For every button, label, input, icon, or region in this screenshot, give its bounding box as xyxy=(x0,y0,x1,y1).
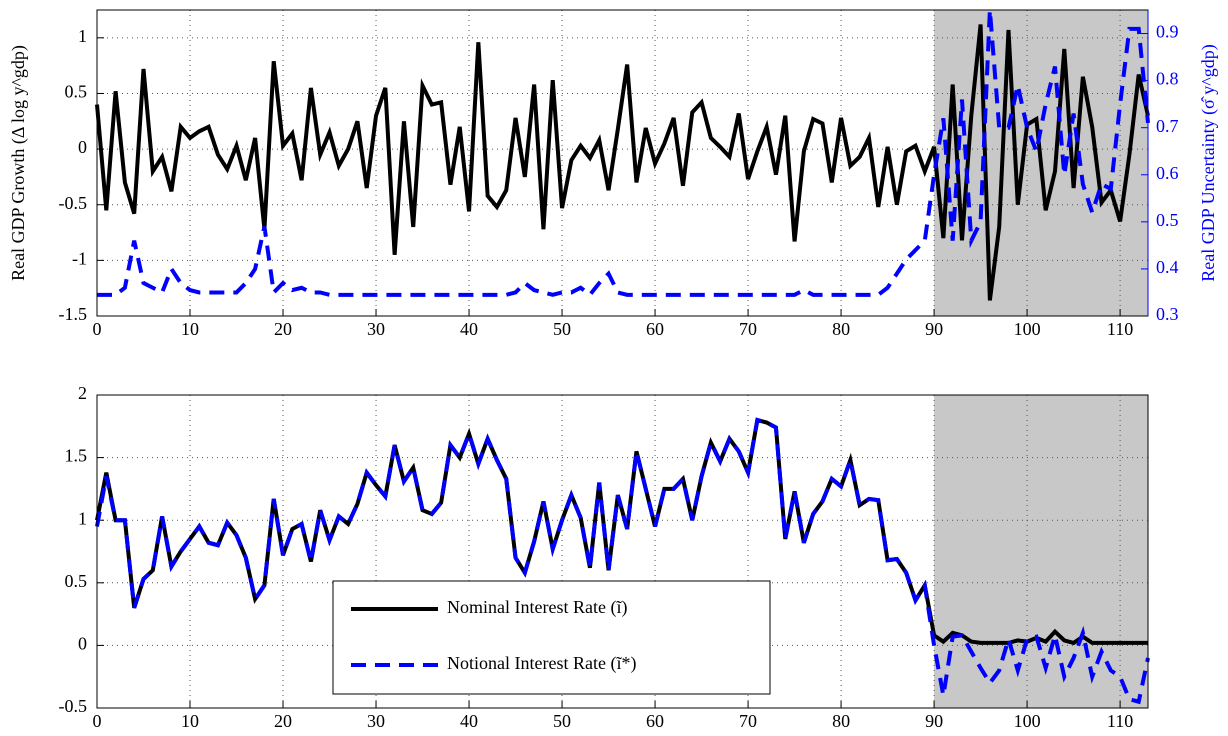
plot: 0 10 20 30 40 50 60 70 80 90 100 110 -1.5 -1 -0.5 0 0.5 1… xyxy=(8,9,1219,339)
x-tick-label: 50 xyxy=(553,711,571,731)
y2-tick-label: 0.4 xyxy=(1156,257,1179,277)
y2-axis-label: Real GDP Uncertainty (σ̂ y^gdp) xyxy=(1198,44,1219,281)
x-tick-label: 70 xyxy=(739,711,757,731)
legend-label: Nominal Interest Rate (ĩ) xyxy=(447,597,627,618)
y-tick-label: -0.5 xyxy=(59,193,88,213)
legend-box xyxy=(332,580,771,695)
y-tick-label: 2 xyxy=(78,383,87,403)
y-axis-label: Real GDP Growth (Δ log y^gdp) xyxy=(8,45,29,281)
x-tick-label: 100 xyxy=(1014,711,1041,731)
x-tick-label: 100 xyxy=(1014,319,1041,339)
y-tick-label: 1.5 xyxy=(65,446,88,466)
shaded-region xyxy=(934,395,1148,708)
x-tick-label: 80 xyxy=(832,711,850,731)
y-tick-label: 0.5 xyxy=(65,82,88,102)
y-tick-label: -1.5 xyxy=(59,304,88,324)
x-tick-label: 110 xyxy=(1107,319,1133,339)
y-tick-label: -1 xyxy=(72,248,87,268)
y-tick-label: -0.5 xyxy=(59,696,88,716)
x-tick-label: 90 xyxy=(925,319,943,339)
x-tick-label: 0 xyxy=(93,711,102,731)
y2-tick-label: 0.6 xyxy=(1156,163,1179,183)
legend-label: Notional Interest Rate (ĩ*) xyxy=(447,653,636,674)
x-tick-label: 90 xyxy=(925,711,943,731)
x-tick-label: 10 xyxy=(181,711,199,731)
x-tick-label: 40 xyxy=(460,319,478,339)
line-series xyxy=(95,417,1150,705)
x-tick-label: 40 xyxy=(460,711,478,731)
x-tick-label: 50 xyxy=(553,319,571,339)
y2-tick-label: 0.9 xyxy=(1156,22,1179,42)
x-tick-label: 110 xyxy=(1107,711,1133,731)
x-tick-label: 10 xyxy=(181,319,199,339)
y-tick-label: 1 xyxy=(78,508,87,528)
x-tick-label: 20 xyxy=(274,319,292,339)
y-tick-label: 1 xyxy=(78,26,87,46)
x-tick-label: 0 xyxy=(93,319,102,339)
line-series xyxy=(97,9,1150,298)
x-tick-label: 30 xyxy=(367,319,385,339)
y-tick-label: 0 xyxy=(78,137,87,157)
x-tick-label: 60 xyxy=(646,711,664,731)
x-tick-label: 70 xyxy=(739,319,757,339)
y2-tick-label: 0.7 xyxy=(1156,116,1179,136)
x-tick-label: 20 xyxy=(274,711,292,731)
axes-frame xyxy=(96,394,1149,709)
x-tick-label: 30 xyxy=(367,711,385,731)
line-series xyxy=(95,24,1150,301)
x-tick-label: 60 xyxy=(646,319,664,339)
y2-tick-label: 0.8 xyxy=(1156,69,1179,89)
x-tick-label: 80 xyxy=(832,319,850,339)
y2-tick-label: 0.5 xyxy=(1156,210,1179,230)
y-tick-label: 0.5 xyxy=(65,571,88,591)
y2-tick-label: 0.3 xyxy=(1156,304,1179,324)
plot: 0 10 20 30 40 50 60 70 80 90 100 110-0.500.511.52No… xyxy=(59,383,1150,731)
y-tick-label: 0 xyxy=(78,634,87,654)
